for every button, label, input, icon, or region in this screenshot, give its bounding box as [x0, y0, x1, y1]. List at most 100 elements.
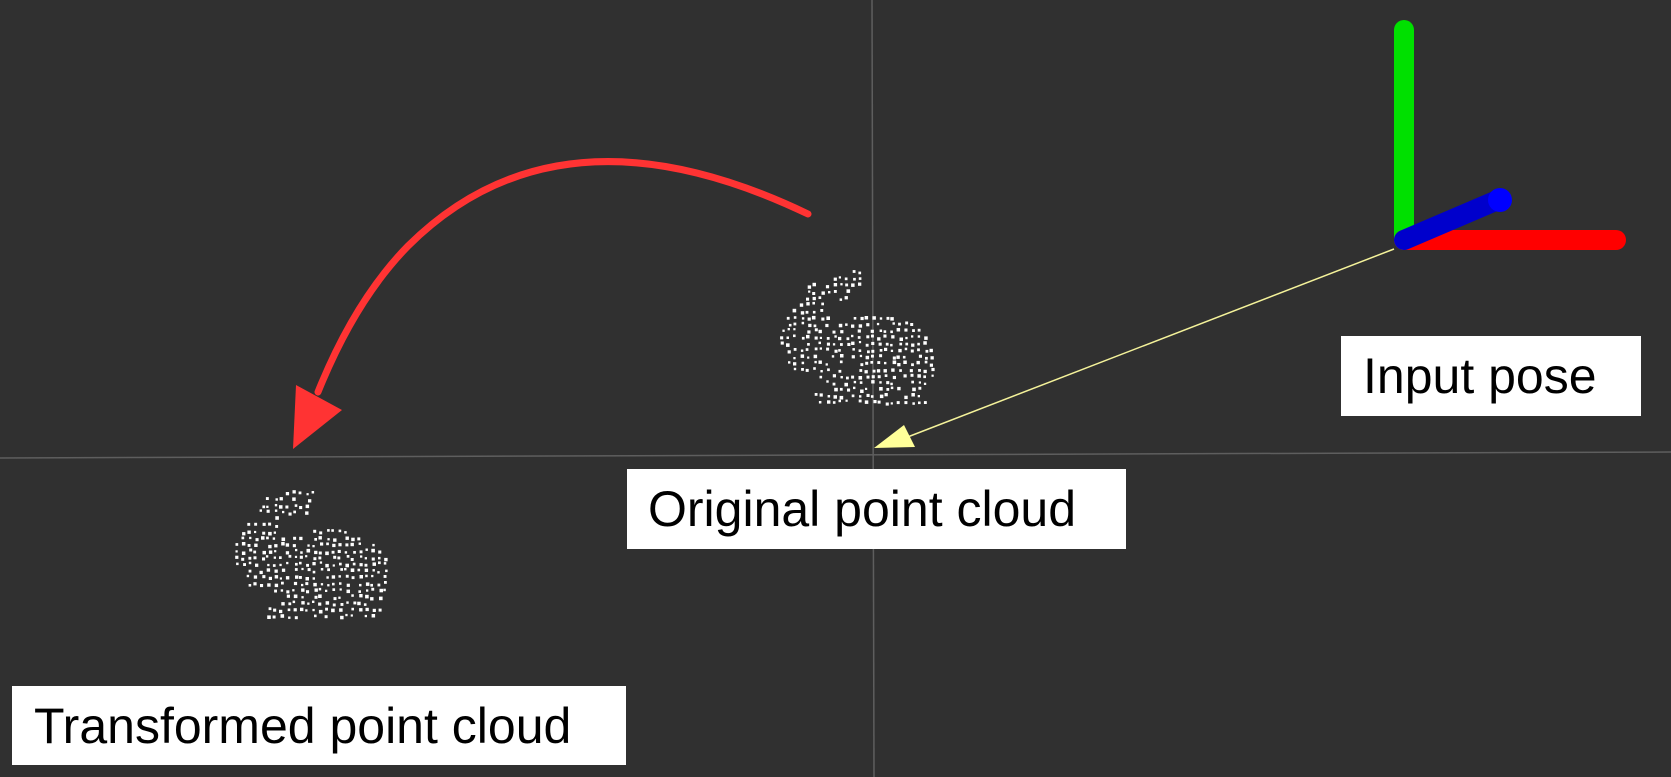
cloud-point	[379, 596, 383, 601]
cloud-point	[871, 375, 875, 379]
cloud-point	[350, 558, 354, 561]
cloud-point	[266, 505, 269, 508]
cloud-point	[818, 401, 822, 404]
cloud-point	[808, 290, 811, 293]
cloud-point	[249, 536, 252, 540]
cloud-point	[345, 613, 348, 617]
cloud-point	[235, 555, 239, 559]
cloud-point	[318, 551, 322, 555]
original-point-cloud-label-text: Original point cloud	[648, 481, 1077, 537]
cloud-point	[825, 323, 829, 328]
cloud-point	[890, 343, 893, 347]
cloud-point	[916, 360, 920, 365]
cloud-point	[891, 335, 895, 339]
cloud-point	[924, 336, 928, 340]
cloud-point	[279, 556, 282, 559]
cloud-point	[320, 542, 324, 546]
cloud-point	[859, 381, 863, 384]
cloud-point	[365, 548, 368, 551]
cloud-point	[337, 549, 341, 553]
cloud-point	[910, 323, 914, 326]
cloud-point	[299, 506, 303, 510]
cloud-point	[308, 499, 312, 503]
cloud-point	[923, 382, 927, 385]
cloud-point	[851, 394, 855, 398]
cloud-point	[896, 355, 900, 359]
cloud-point	[826, 316, 830, 320]
cloud-point	[813, 354, 818, 359]
cloud-point	[287, 608, 291, 612]
cloud-point	[904, 395, 908, 400]
cloud-point	[884, 347, 888, 351]
cloud-point	[346, 555, 350, 558]
cloud-point	[903, 374, 907, 378]
cloud-point	[241, 557, 245, 561]
cloud-point	[788, 361, 791, 364]
original-point-cloud[interactable]	[780, 270, 935, 406]
cloud-point	[876, 369, 881, 373]
cloud-point	[248, 569, 252, 573]
cloud-point	[858, 282, 862, 286]
cloud-point	[312, 600, 315, 603]
cloud-point	[892, 356, 896, 360]
cloud-point	[801, 317, 805, 320]
cloud-point	[301, 588, 305, 592]
cloud-point	[787, 328, 790, 331]
cloud-point	[782, 329, 785, 332]
cloud-point	[806, 302, 810, 306]
cloud-point	[357, 601, 361, 606]
cloud-point	[786, 336, 789, 339]
transformed-point-cloud[interactable]	[235, 490, 388, 620]
cloud-point	[299, 576, 302, 579]
cloud-point	[825, 285, 830, 289]
cloud-point	[814, 328, 818, 332]
cloud-point	[333, 538, 337, 542]
cloud-point	[253, 556, 257, 560]
cloud-point	[870, 395, 874, 398]
cloud-point	[338, 529, 342, 533]
cloud-point	[846, 337, 850, 341]
cloud-point	[912, 402, 915, 405]
cloud-point	[807, 343, 810, 346]
cloud-point	[847, 342, 851, 346]
cloud-point	[248, 556, 252, 560]
cloud-point	[845, 323, 848, 326]
cloud-point	[241, 542, 246, 546]
cloud-point	[319, 561, 323, 564]
cloud-point	[851, 324, 855, 328]
cloud-point	[332, 543, 336, 548]
cloud-point	[312, 545, 315, 548]
cloud-point	[281, 568, 286, 572]
cloud-point	[307, 544, 310, 547]
cloud-point	[345, 563, 349, 568]
coordinate-frame-icon[interactable]	[1394, 20, 1626, 250]
cloud-point	[805, 310, 809, 314]
cloud-point	[846, 376, 849, 380]
cloud-point	[253, 582, 257, 586]
cloud-point	[327, 568, 330, 572]
cloud-point	[371, 574, 374, 578]
cloud-point	[286, 590, 290, 594]
cloud-point	[327, 584, 330, 587]
cloud-point	[279, 563, 282, 567]
cloud-point	[385, 569, 388, 573]
cloud-point	[780, 336, 784, 340]
input-pose-label: Input pose	[1341, 336, 1641, 416]
cloud-point	[274, 544, 278, 548]
cloud-point	[346, 589, 350, 594]
cloud-point	[288, 616, 291, 619]
cloud-point	[241, 536, 245, 540]
cloud-point	[320, 583, 324, 586]
cloud-point	[853, 386, 856, 390]
cloud-point	[814, 336, 818, 340]
cloud-point	[274, 589, 277, 593]
cloud-point	[860, 389, 864, 393]
cloud-point	[313, 582, 317, 587]
cloud-point	[307, 602, 310, 605]
cloud-point	[884, 374, 888, 377]
cloud-point	[825, 363, 828, 366]
cloud-point	[371, 614, 376, 618]
cloud-point	[853, 380, 857, 384]
